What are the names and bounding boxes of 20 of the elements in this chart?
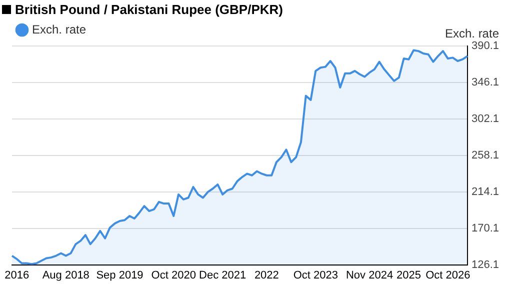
x-tick-label: Dec 2021 <box>199 269 246 282</box>
y-axis-title: Exch. rate <box>444 26 500 40</box>
x-tick-label: Oct 2020 <box>151 269 196 282</box>
x-tick-label: 2025 <box>396 269 421 282</box>
x-tick-label: Sep 2019 <box>96 269 144 282</box>
y-tick-label: 170.1 <box>471 222 500 234</box>
x-tick-label: 2016 <box>4 269 30 282</box>
y-tick-label: 214.1 <box>471 186 500 198</box>
y-tick-label: 126.1 <box>471 258 500 271</box>
x-tick-label: Oct 2023 <box>293 269 338 282</box>
y-tick-label: 302.1 <box>471 112 500 125</box>
chart-title: British Pound / Pakistani Rupee (GBP/PKR) <box>15 2 283 16</box>
y-tick-label: 258.1 <box>471 149 500 162</box>
y-tick-label: 346.1 <box>471 76 500 88</box>
x-tick-label: Nov 2024 <box>346 269 394 282</box>
x-tick-label: Aug 2018 <box>42 269 90 282</box>
x-tick-label: Oct 2026 <box>426 269 470 282</box>
y-tick-label: 390.1 <box>471 40 500 52</box>
legend-label: Exch. rate <box>32 22 86 36</box>
x-tick-label: 2022 <box>254 269 279 282</box>
